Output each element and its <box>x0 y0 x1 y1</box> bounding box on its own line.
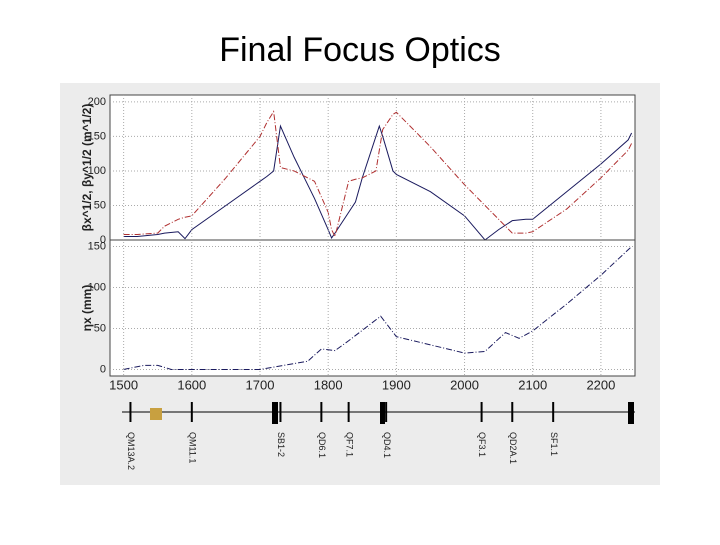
y-tick-label: 0 <box>100 363 106 375</box>
slide-title: Final Focus Optics <box>219 31 501 69</box>
data-line <box>123 246 632 370</box>
y-tick-label: 200 <box>88 96 106 108</box>
data-line <box>123 124 633 241</box>
y-tick-label: 150 <box>88 240 106 252</box>
element-label: SB1-2 <box>276 432 286 457</box>
y-tick-label: 100 <box>88 165 106 177</box>
element-label: QD6.1 <box>317 432 327 458</box>
element-label: SF1.1 <box>549 432 559 456</box>
y-axis-label: βx^1/2, βy^1/2 (m^1/2) <box>80 104 94 232</box>
element-label: QM11.1 <box>187 432 197 463</box>
x-tick-label: 2100 <box>518 377 547 392</box>
element-label: QF7.1 <box>344 432 354 457</box>
data-line <box>123 110 633 238</box>
element-label: QM13A.2 <box>126 432 136 470</box>
x-tick-label: 1800 <box>314 377 343 392</box>
y-tick-label: 150 <box>88 130 106 142</box>
x-tick-label: 2000 <box>450 377 479 392</box>
element-label: QF3.1 <box>477 432 487 457</box>
x-tick-label: 1500 <box>109 377 138 392</box>
x-tick-label: 1900 <box>382 377 411 392</box>
y-axis-label: ηx (mm) <box>80 285 94 332</box>
element-label: QD2A.1 <box>508 432 518 464</box>
y-tick-label: 100 <box>88 281 106 293</box>
x-tick-label: 1600 <box>177 377 206 392</box>
y-tick-label: 50 <box>94 199 106 211</box>
x-tick-label: 2200 <box>586 377 615 392</box>
plot-frame <box>109 94 636 377</box>
x-tick-label: 1700 <box>246 377 275 392</box>
element-label: QD4.1 <box>382 432 392 458</box>
y-tick-label: 50 <box>94 322 106 334</box>
lattice <box>122 402 635 424</box>
y-tick-label: 0 <box>100 234 106 246</box>
